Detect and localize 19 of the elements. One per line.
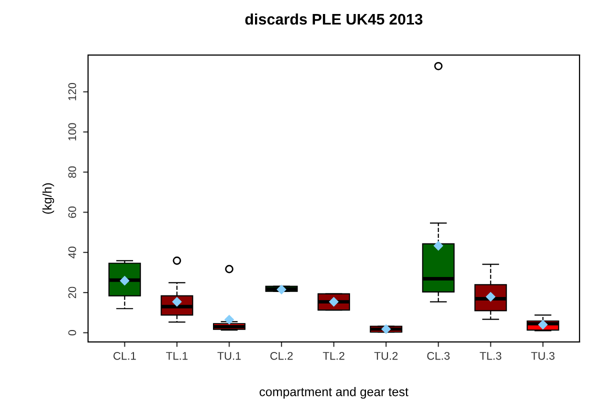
chart-title: discards PLE UK45 2013 <box>245 13 422 25</box>
x-tick-label: CL.2 <box>270 352 293 360</box>
y-tick-label: 60 <box>68 206 76 218</box>
x-tick-label: CL.3 <box>427 352 450 360</box>
y-tick-label: 40 <box>68 246 76 258</box>
x-tick-label: TU.1 <box>217 352 241 360</box>
y-tick-label: 100 <box>68 123 76 140</box>
x-tick-label: CL.1 <box>113 352 136 360</box>
y-tick-label: 0 <box>68 330 76 336</box>
y-axis-title: (kg/h) <box>42 183 54 214</box>
x-tick-label: TL.2 <box>322 352 344 360</box>
x-tick-label: TU.3 <box>531 352 554 360</box>
x-tick-label: TL.1 <box>166 352 188 360</box>
y-tick-label: 80 <box>68 166 76 178</box>
x-tick-label: TU.2 <box>374 352 398 360</box>
x-axis-title: compartment and gear test <box>260 387 408 399</box>
y-tick-label: 120 <box>68 82 76 100</box>
y-tick-label: 20 <box>68 286 76 298</box>
x-tick-label: TL.3 <box>480 352 502 360</box>
